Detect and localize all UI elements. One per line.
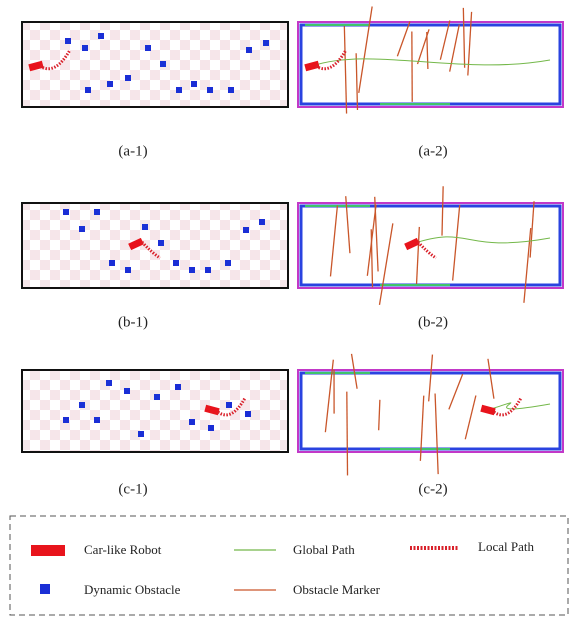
local-path [316,50,346,69]
dynamic-obstacle [226,402,232,408]
dynamic-obstacle [173,260,179,266]
robot [480,405,495,415]
dynamic-obstacle [106,380,112,386]
obstacle-marker [463,8,464,68]
dynamic-obstacle [175,384,181,390]
dynamic-obstacle [205,267,211,273]
obstacle-marker [347,392,348,476]
obstacle-marker [450,25,460,72]
obstacle-marker [453,205,460,281]
dynamic-obstacle [245,411,251,417]
obstacle-marker [344,26,346,113]
legend-label: Local Path [478,539,534,554]
legend: Car-like Robot Global Path Local Path Dy… [10,516,568,615]
dynamic-obstacle [246,47,252,53]
dynamic-obstacle [207,87,213,93]
global-path [312,59,550,66]
caption: (b-2) [418,314,448,330]
dynamic-obstacle [189,267,195,273]
dynamic-obstacle [85,87,91,93]
scene-floor [22,203,288,288]
dynamic-obstacle [63,417,69,423]
obstacle-marker [352,354,358,389]
dynamic-obstacle [243,227,249,233]
dynamic-obstacle [189,419,195,425]
obstacle-marker [435,394,438,475]
obstacle-marker [488,359,494,399]
map-outer [298,22,563,107]
dynamic-obstacle [125,75,131,81]
obstacle-marker [356,53,357,110]
dynamic-obstacle [65,38,71,44]
legend-label: Dynamic Obstacle [84,582,181,597]
dynamic-obstacle [94,417,100,423]
panels [22,7,563,476]
dynamic-obstacle [63,209,69,215]
dynamic-obstacle [94,209,100,215]
obstacle-marker [442,186,443,235]
dynamic-obstacle [125,267,131,273]
dynamic-obstacle [79,402,85,408]
robot [404,238,420,250]
obstacle-marker [379,223,392,305]
obstacle-marker [449,374,463,409]
caption: (b-1) [118,314,148,330]
dynamic-obstacle [176,87,182,93]
obstacle-marker [417,227,420,284]
dynamic-obstacle [145,45,151,51]
map-outer [298,203,563,288]
dynamic-obstacle [109,260,115,266]
dynamic-obstacle [160,61,166,67]
legend-label: Global Path [293,542,355,557]
dynamic-obstacle [79,226,85,232]
figure: (a-1) (a-2) (b-1) (b-2) (c-1) (c-2) Car-… [0,0,573,620]
obstacle-marker [524,228,531,303]
obstacle-marker [330,206,337,277]
map-inner [301,206,560,285]
legend-robot [31,545,65,556]
legend-obstacle [40,584,50,594]
legend-label: Obstacle Marker [293,582,381,597]
obstacle-marker [397,22,410,57]
dynamic-obstacle [107,81,113,87]
legend-label: Car-like Robot [84,542,162,557]
global-path [488,403,550,410]
scene-floor [22,22,288,107]
legend-box [10,516,568,615]
dynamic-obstacle [158,240,164,246]
caption: (c-2) [418,481,447,497]
dynamic-obstacle [124,388,130,394]
dynamic-obstacle [228,87,234,93]
obstacle-marker [359,7,372,93]
caption: (c-1) [118,481,147,497]
obstacle-marker [465,395,476,439]
obstacle-marker [379,400,380,430]
dynamic-obstacle [225,260,231,266]
dynamic-obstacle [191,81,197,87]
dynamic-obstacle [98,33,104,39]
dynamic-obstacle [142,224,148,230]
dynamic-obstacle [208,425,214,431]
caption: (a-1) [118,143,147,159]
dynamic-obstacle [154,394,160,400]
dynamic-obstacle [263,40,269,46]
local-path [418,242,436,258]
dynamic-obstacle [259,219,265,225]
dynamic-obstacle [138,431,144,437]
dynamic-obstacle [82,45,88,51]
caption: (a-2) [418,143,447,159]
obstacle-marker [429,355,433,402]
map-inner [301,25,560,104]
